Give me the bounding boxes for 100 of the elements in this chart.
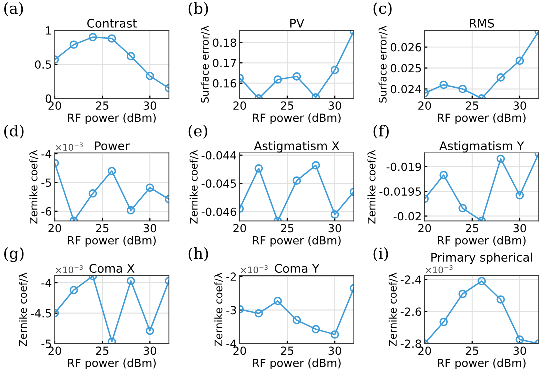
y-tick-label: -2.8: [400, 340, 422, 348]
y-axis-title: Zernike coef/λ: [368, 150, 377, 224]
y-tick-label: -0.019: [386, 162, 422, 172]
x-tick-label: 25: [466, 346, 479, 356]
chart-title: Coma Y: [275, 264, 320, 274]
x-axis-title: RF power (dBm): [68, 114, 156, 124]
point: [126, 277, 136, 286]
y-tick-label: -4: [42, 150, 52, 158]
text: (i): [374, 248, 388, 262]
y-tick-label: 0.16: [213, 79, 236, 88]
point: [292, 316, 302, 324]
x-tick-label: 30: [328, 346, 342, 356]
x-tick-label: 25: [96, 224, 109, 233]
y-tick-label: -0.02: [394, 212, 421, 221]
x-axis-title: RF power (dBm): [253, 236, 341, 247]
point: [292, 176, 302, 185]
point: [70, 40, 78, 50]
text: (a): [4, 2, 24, 16]
line-series: [424, 30, 539, 99]
x-tick-label: 25: [96, 346, 109, 356]
x-axis-title: RF power (dBm): [253, 114, 341, 124]
x-tick-label: 25: [466, 224, 479, 233]
x-axis-title: RF power (dBm): [68, 358, 156, 370]
x-axis-title: RF power (dBm): [438, 236, 526, 247]
point: [274, 76, 282, 84]
point: [70, 286, 78, 294]
chart-title: Primary spherical: [432, 252, 532, 264]
text: (c): [374, 2, 392, 16]
y-tick-label: -2.4: [400, 276, 422, 284]
y-tick-label: -2: [226, 272, 236, 281]
point: [292, 72, 302, 81]
y-tick-label: 0.17: [213, 59, 236, 68]
line-series: [424, 153, 539, 222]
x-tick-label: 20: [418, 102, 432, 110]
point: [108, 167, 116, 176]
y-tick-label: -2.6: [400, 308, 422, 316]
point: [458, 85, 468, 94]
point: [254, 309, 264, 318]
chart-title: Power: [95, 142, 130, 151]
point: [496, 74, 506, 82]
y-tick-label: -5: [42, 340, 52, 348]
chart-title: PV: [290, 19, 304, 28]
point: [516, 56, 524, 66]
chart-title: RMS: [470, 19, 494, 28]
x-tick-label: 20: [234, 224, 246, 233]
y-tick-label: 0.18: [213, 38, 236, 48]
y-axis-title: Zernike coef/λ: [19, 272, 28, 346]
point: [330, 66, 340, 74]
x-tick-label: 30: [328, 102, 342, 110]
x-tick-label: 30: [514, 346, 526, 356]
x-tick-label: 25: [281, 346, 294, 356]
x-axis-title: RF power (dBm): [438, 114, 526, 124]
y-axis-title: Surface error/λ: [200, 26, 210, 103]
text: ×10$^{−3}$: [426, 265, 453, 274]
text: ×10$^{−3}$: [56, 265, 83, 274]
y-axis-title: Zernike coef/λ: [30, 150, 39, 224]
point: [496, 154, 506, 164]
point: [440, 318, 448, 326]
x-axis-title: RF power (dBm): [253, 358, 341, 370]
point: [330, 210, 340, 219]
x-tick-label: 20: [48, 102, 62, 110]
y-tick-label: 1: [46, 26, 52, 35]
y-tick-label: -5: [42, 178, 52, 188]
x-tick-label: 30: [144, 346, 156, 356]
x-tick-label: 25: [281, 102, 294, 110]
point: [88, 189, 98, 198]
y-axis-title: Zernike coef/λ: [190, 150, 199, 224]
x-axis-title: RF power (dBm): [438, 358, 526, 370]
point: [440, 80, 448, 90]
point: [330, 330, 340, 339]
point: [146, 72, 154, 80]
x-tick-label: 20: [48, 346, 62, 356]
point: [126, 52, 136, 61]
point: [254, 164, 264, 173]
y-tick-label: 0.024: [390, 85, 422, 94]
y-tick-label: -4.5: [31, 310, 52, 318]
y-tick-label: -0.046: [202, 208, 236, 216]
chart-title: Astigmatism X: [254, 141, 340, 153]
text: (f): [374, 124, 389, 139]
x-axis-title: RF power (dBm): [68, 236, 156, 247]
point: [126, 206, 136, 215]
point: [146, 184, 154, 192]
y-tick-label: -0.045: [202, 180, 236, 188]
point: [312, 325, 320, 334]
y-tick-label: -0.0195: [380, 188, 422, 196]
point: [496, 296, 506, 304]
x-tick-label: 20: [234, 102, 246, 110]
point: [146, 326, 154, 336]
x-tick-label: 25: [96, 102, 109, 110]
y-axis-title: Surface error/λ: [378, 26, 388, 103]
y-tick-label: 0.025: [390, 64, 422, 73]
y-axis-title: Zernike coef/λ: [388, 272, 398, 346]
line-series: [55, 276, 170, 344]
y-tick-label: -0.044: [202, 151, 237, 160]
text: ×10$^{−3}$: [56, 142, 83, 151]
text: (g): [4, 247, 24, 262]
x-tick-label: 20: [234, 346, 246, 356]
point: [274, 297, 282, 306]
chart-title: Astigmatism Y: [440, 141, 524, 153]
y-tick-label: -4: [42, 279, 52, 288]
